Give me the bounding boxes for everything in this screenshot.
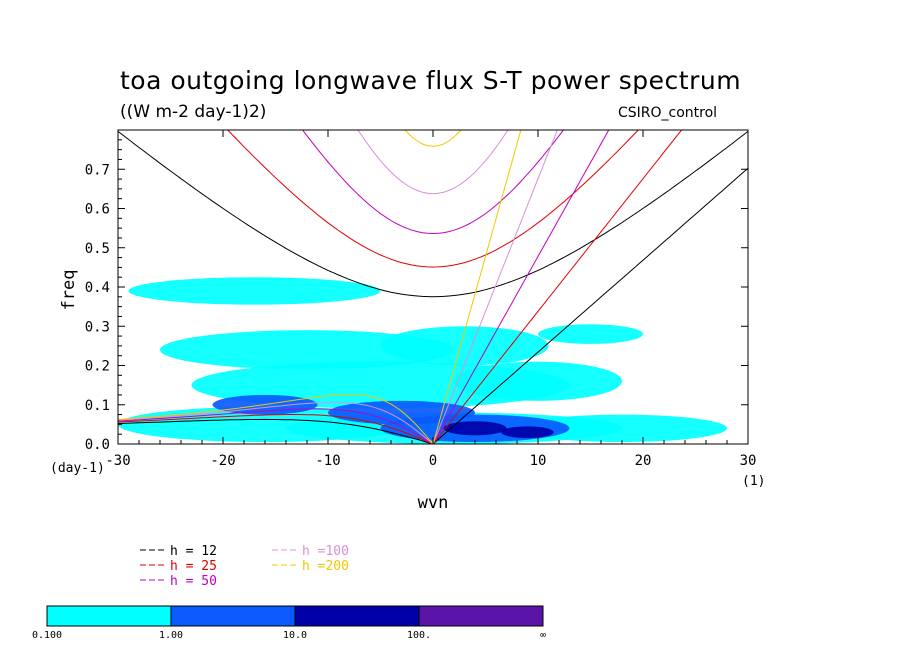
y-tick-label: 0.4: [85, 280, 110, 296]
kelvin-wave-h50: [432, 130, 610, 444]
dispersion-curves: [118, 130, 748, 444]
rossby-wave-h12: [118, 418, 434, 444]
y-tick-label: 0.3: [85, 319, 110, 335]
y-tick-label: 0.0: [85, 437, 110, 453]
kelvin-wave-h100: [432, 130, 558, 444]
chart-units: ((W m-2 day-1)2): [120, 102, 267, 122]
power-region: [538, 324, 643, 344]
x-tick-label: 10: [530, 453, 547, 469]
power-region: [328, 400, 475, 425]
gravity-wave-h25: [227, 130, 639, 268]
power-region: [128, 277, 381, 305]
y-tick-label: 0.2: [85, 359, 110, 375]
rossby-wave-h50: [118, 408, 434, 444]
gravity-wave-h200: [404, 130, 462, 147]
x-tick-label: 0: [429, 453, 437, 469]
y-axis-label: freq: [59, 270, 79, 311]
colorbar-band: [418, 605, 544, 627]
gravity-wave-h12: [118, 131, 748, 298]
x-tick-label: 30: [740, 453, 757, 469]
power-region: [160, 330, 454, 370]
x-tick-label: -30: [105, 453, 130, 469]
y-tick-label: 0.6: [85, 202, 110, 218]
gravity-wave-h50: [302, 130, 565, 235]
y-unit-label: (day-1): [50, 461, 105, 476]
x-unit-label: (1): [742, 474, 765, 489]
legend-label-h12: h = 12: [170, 544, 217, 559]
power-region: [454, 361, 622, 401]
model-name: CSIRO_control: [618, 105, 718, 121]
power-region: [443, 421, 507, 436]
colorbar-label: 0.100: [32, 630, 62, 641]
power-region: [380, 326, 549, 366]
y-tick-label: 0.1: [85, 398, 110, 414]
rossby-wave-h200: [118, 393, 434, 444]
colorbar-band: [46, 605, 172, 627]
colorbar-label: 1.00: [159, 630, 183, 641]
x-axis-label: wvn: [418, 493, 449, 513]
x-tick-label: -20: [210, 453, 235, 469]
legend-label-h50: h = 50: [170, 574, 217, 589]
colorbar-band: [170, 605, 296, 627]
y-tick-label: 0.7: [85, 162, 110, 178]
colorbar-label: 10.0: [283, 630, 307, 641]
power-region: [501, 426, 554, 439]
x-tick-label: -10: [315, 453, 340, 469]
colorbar-band: [294, 605, 420, 627]
kelvin-wave-h25: [432, 130, 683, 444]
gravity-wave-h100: [357, 130, 509, 195]
colorbar-label: ∞: [540, 630, 546, 641]
kelvin-wave-h200: [432, 130, 522, 444]
power-region: [517, 414, 727, 443]
legend-label-h200: h =200: [302, 559, 349, 574]
chart-title: toa outgoing longwave flux S-T power spe…: [120, 66, 742, 95]
x-tick-label: 20: [635, 453, 652, 469]
rossby-wave-h100: [118, 401, 434, 444]
legend-label-h100: h =100: [302, 544, 349, 559]
legend-label-h25: h = 25: [170, 559, 217, 574]
y-tick-label: 0.5: [85, 241, 110, 257]
rossby-wave-h25: [118, 414, 434, 444]
colorbar-label: 100.: [407, 630, 431, 641]
kelvin-wave-h12: [432, 167, 748, 444]
